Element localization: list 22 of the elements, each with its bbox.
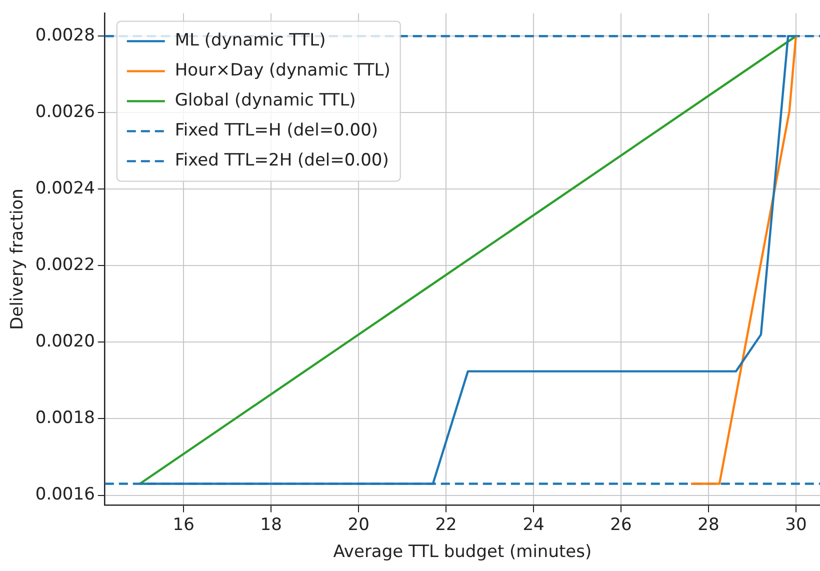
x-tick-label: 22 [435,514,457,535]
y-tick-label: 0.0022 [35,255,95,276]
legend-label: Hour×Day (dynamic TTL) [174,60,390,81]
x-tick-label: 30 [785,514,807,535]
legend-label: Fixed TTL=H (del=0.00) [174,120,378,141]
legend-label: Fixed TTL=2H (del=0.00) [174,150,389,171]
y-tick-label: 0.0024 [35,178,95,199]
legend-label: Global (dynamic TTL) [174,90,356,111]
y-tick-label: 0.0016 [35,484,95,505]
x-axis-title: Average TTL budget (minutes) [333,542,592,562]
legend-label: ML (dynamic TTL) [174,30,326,51]
y-tick-label: 0.0020 [35,332,95,352]
x-tick-label: 24 [522,514,544,535]
x-tick-label: 28 [698,514,720,535]
y-tick-label: 0.0028 [35,26,95,46]
y-axis-title: Delivery fraction [8,188,28,330]
x-tick-label: 26 [610,514,632,535]
y-tick-label: 0.0026 [35,102,95,122]
x-tick-label: 16 [172,514,194,535]
x-tick-label: 18 [260,514,282,535]
y-tick-label: 0.0018 [35,408,95,428]
x-tick-label: 20 [348,514,370,535]
